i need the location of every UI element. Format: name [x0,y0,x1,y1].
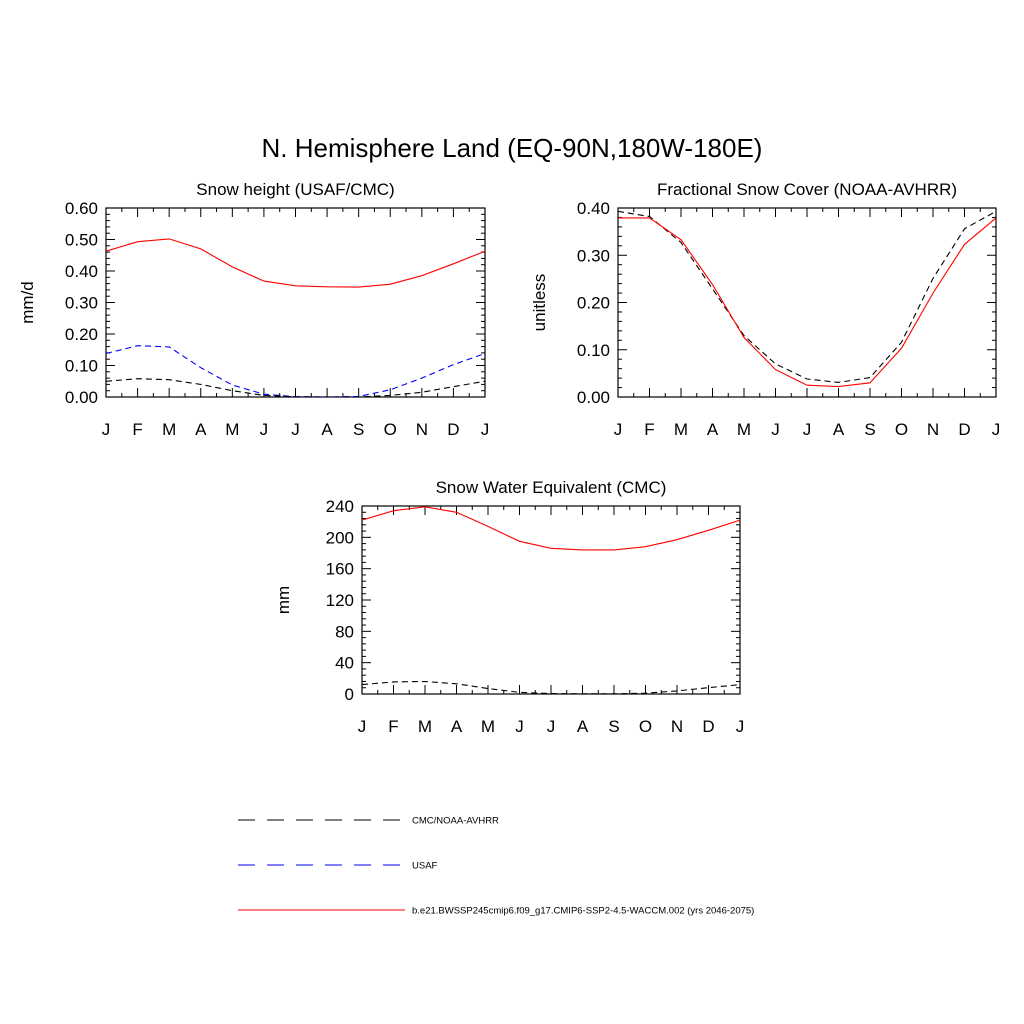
x-tick-label: F [388,717,398,736]
x-tick-label: A [451,717,463,736]
x-tick-label: J [358,717,367,736]
y-tick-label: 240 [326,497,354,516]
series-line-observation [617,210,997,383]
figure-title: N. Hemisphere Land (EQ-90N,180W-180E) [262,133,763,163]
x-tick-label: A [833,420,845,439]
y-tick-label: 0.60 [65,199,98,218]
x-tick-label: M [162,420,176,439]
legend-label: b.e21.BWSSP245cmip6.f09_g17.CMIP6-SSP2-4… [412,906,754,917]
x-tick-label: A [195,420,207,439]
x-tick-label: J [771,420,780,439]
y-tick-label: 80 [335,622,354,641]
panel-2: J F M A M J J A S O N D J0.000.100.200.300.40Fractio… [530,180,1000,439]
x-tick-label: A [577,717,589,736]
series-line-model [361,506,741,551]
x-tick-label: F [132,420,142,439]
y-tick-label: 0 [345,685,354,704]
plot-frame [105,207,486,398]
x-tick-label: J [803,420,812,439]
x-tick-label: J [260,420,269,439]
y-tick-label: 200 [326,528,354,547]
y-axis-label: unitless [530,274,549,332]
x-tick-label: O [639,717,652,736]
y-tick-label: 0.30 [577,246,610,265]
y-tick-label: 0.00 [65,388,98,407]
x-tick-label: F [644,420,654,439]
x-tick-label: J [992,420,1001,439]
x-tick-label: O [895,420,908,439]
panel-title: Snow height (USAF/CMC) [196,180,394,199]
y-tick-label: 160 [326,560,354,579]
y-tick-label: 120 [326,591,354,610]
x-tick-label: D [702,717,714,736]
x-tick-label: D [958,420,970,439]
x-tick-label: N [416,420,428,439]
x-tick-label: J [515,717,524,736]
x-tick-label: S [608,717,619,736]
x-tick-label: S [864,420,875,439]
x-tick-label: J [547,717,556,736]
y-axis-label: mm/d [18,281,37,324]
panel-title: Fractional Snow Cover (NOAA-AVHRR) [657,180,957,199]
x-tick-label: O [384,420,397,439]
x-tick-label: M [737,420,751,439]
x-tick-label: M [225,420,239,439]
plot-frame [361,505,741,695]
y-tick-label: 40 [335,654,354,673]
series-line-observation [361,680,741,695]
y-tick-label: 0.40 [65,262,98,281]
series-line-observation [105,378,486,398]
x-tick-label: A [321,420,333,439]
x-tick-label: M [481,717,495,736]
x-tick-label: J [614,420,623,439]
x-tick-label: J [291,420,300,439]
y-tick-label: 0.30 [65,294,98,313]
x-tick-label: N [671,717,683,736]
chart-panels: J F M A M J J A S O N D J0.000.100.200.300.400.500.6… [18,180,1000,736]
x-tick-label: S [353,420,364,439]
y-tick-label: 0.00 [577,388,610,407]
x-tick-label: J [736,717,745,736]
x-tick-label: J [481,420,490,439]
y-axis-label: mm [274,586,293,614]
y-tick-label: 0.10 [577,341,610,360]
panel-1: J F M A M J J A S O N D J0.000.100.200.300.400.500.6… [18,180,489,439]
panel-title: Snow Water Equivalent (CMC) [436,478,667,497]
plot-frame [617,207,997,398]
series-line-model [618,217,997,388]
series-line-model [105,238,486,288]
x-tick-label: J [102,420,111,439]
chart-legend: CMC/NOAA-AVHRR USAF b.e21.BWSSP245cmip6.f0… [238,816,754,917]
x-tick-label: D [447,420,459,439]
y-tick-label: 0.10 [65,357,98,376]
y-tick-label: 0.50 [65,231,98,250]
y-tick-label: 0.20 [65,325,98,344]
legend-label: USAF [412,861,438,872]
y-tick-label: 0.40 [577,199,610,218]
x-tick-label: N [927,420,939,439]
x-tick-label: M [418,717,432,736]
y-tick-label: 0.20 [577,294,610,313]
x-tick-label: M [674,420,688,439]
x-tick-label: A [707,420,719,439]
legend-label: CMC/NOAA-AVHRR [412,816,499,827]
